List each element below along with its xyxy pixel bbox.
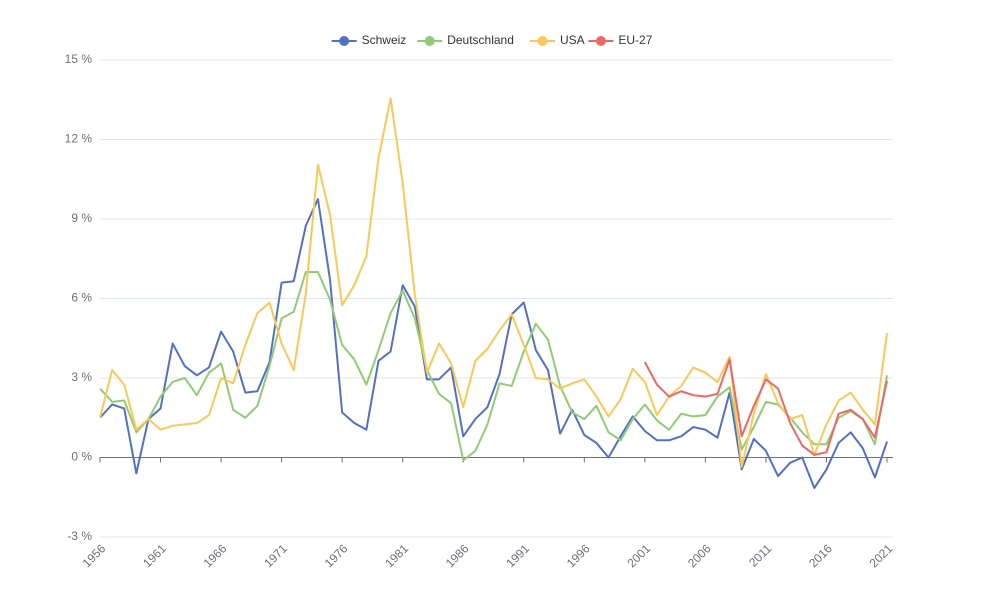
x-tick-label: 1971 xyxy=(261,541,290,570)
x-tick-label: 2001 xyxy=(624,541,653,570)
x-tick-label: 1981 xyxy=(382,541,411,570)
y-tick-label: 6 % xyxy=(71,291,92,305)
legend-item: USA xyxy=(530,33,585,47)
x-tick-label: 2006 xyxy=(685,541,714,570)
legend-marker xyxy=(339,36,350,46)
y-tick-label: 15 % xyxy=(65,52,93,66)
x-tick-label: 2011 xyxy=(746,541,774,569)
x-tick-label: 1976 xyxy=(322,541,351,570)
x-tick-label: 1996 xyxy=(564,541,593,570)
x-tick-label: 1961 xyxy=(140,541,169,570)
y-tick-label: 3 % xyxy=(71,370,92,384)
x-tick-label: 2021 xyxy=(867,541,896,570)
legend-text: Deutschland xyxy=(447,33,514,47)
legend-marker xyxy=(424,36,435,46)
y-tick-label: 0 % xyxy=(71,450,92,464)
legend-item: Schweiz xyxy=(331,33,407,47)
legend-marker xyxy=(595,36,606,46)
series-line xyxy=(99,97,888,468)
y-tick-label: 9 % xyxy=(71,211,92,225)
legend-marker xyxy=(537,36,548,46)
y-tick-label: -3 % xyxy=(67,529,92,543)
legend-item: EU-27 xyxy=(588,33,653,47)
x-tick-label: 1966 xyxy=(201,541,230,570)
series-line xyxy=(99,271,888,462)
legend-text: Schweiz xyxy=(362,33,407,47)
x-tick-label: 2016 xyxy=(806,541,835,570)
x-tick-label: 1956 xyxy=(80,541,109,570)
series-line xyxy=(99,198,888,489)
legend-text: EU-27 xyxy=(618,33,652,47)
series-line xyxy=(643,358,888,456)
legend-item: Deutschland xyxy=(417,33,514,47)
x-tick-label: 1986 xyxy=(443,541,472,570)
y-tick-label: 12 % xyxy=(65,132,93,146)
legend-text: USA xyxy=(560,33,585,47)
x-tick-label: 1991 xyxy=(503,541,532,570)
